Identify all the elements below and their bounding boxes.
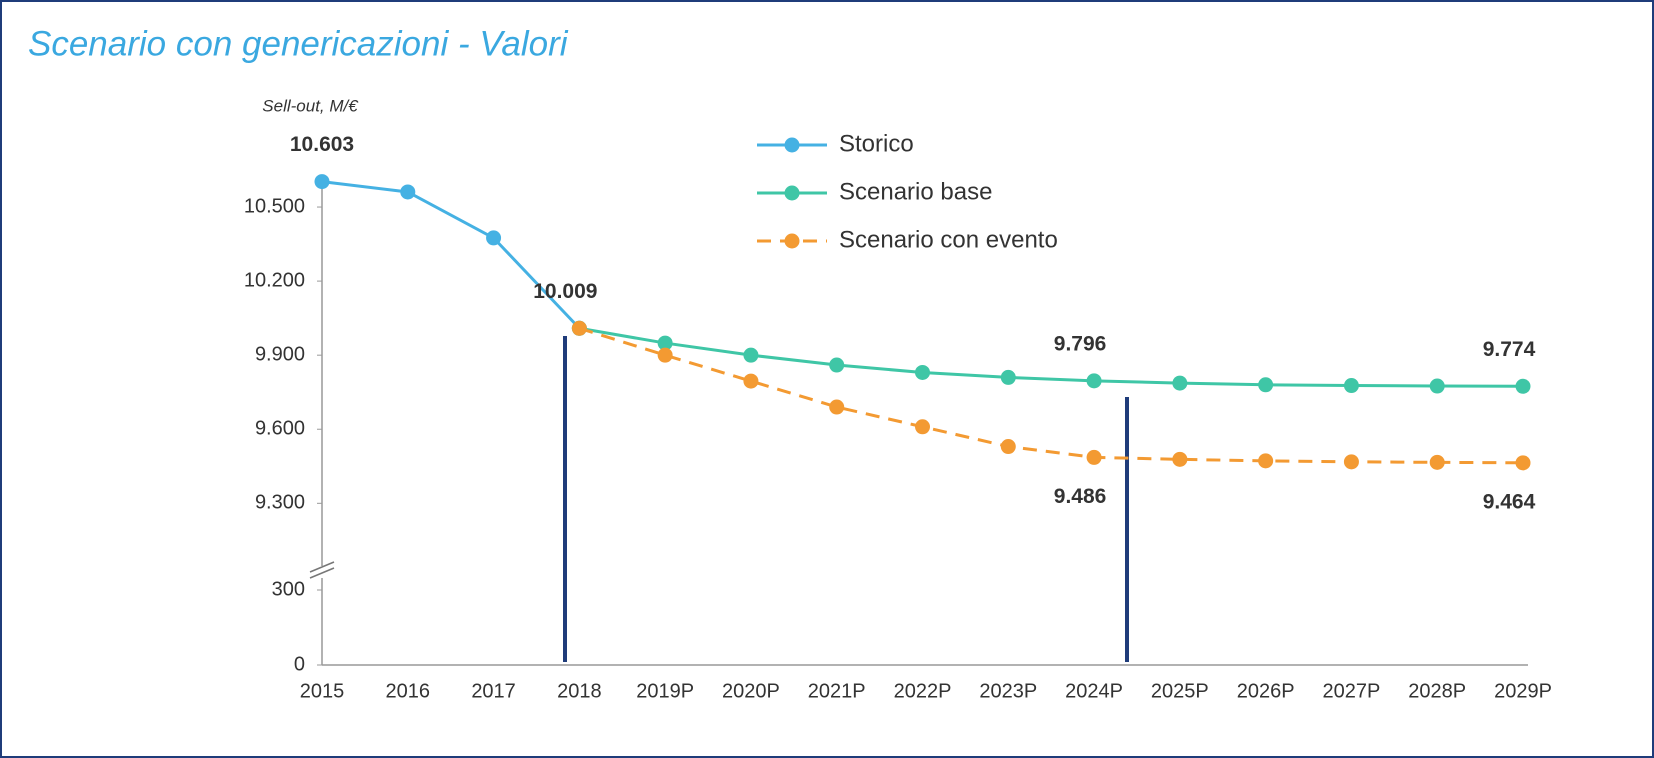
value-label: 10.009 [533,280,597,303]
point [571,320,587,336]
value-label: 10.603 [290,133,354,156]
legend-label: Storico [839,130,914,157]
point [657,335,673,351]
point [1515,455,1531,471]
x-tick-label: 2021P [808,680,866,702]
point [743,373,759,389]
y-tick-label: 0 [294,653,305,675]
point [486,230,502,246]
legend-dot [784,185,800,201]
x-tick-label: 2028P [1408,680,1466,702]
series-line [321,180,581,330]
point [1343,378,1359,394]
legend-dot [784,137,800,153]
point [657,347,673,363]
series-line [578,326,1524,465]
point [915,364,930,380]
x-tick-label: 2026P [1237,680,1295,702]
y-tick-label: 10.500 [244,195,305,217]
value-label: 9.774 [1483,338,1536,361]
series-line [579,326,1524,388]
x-tick-label: 2017 [471,680,516,702]
x-tick-label: 2025P [1151,680,1209,702]
x-tick-label: 2015 [300,680,345,702]
point [1343,454,1359,470]
point [1515,378,1531,394]
y-tick-label: 9.300 [255,492,305,514]
point [829,357,845,373]
x-tick-label: 2022P [894,680,952,702]
x-tick-label: 2016 [386,680,431,702]
x-tick-label: 2018 [557,680,602,702]
point [1429,454,1445,470]
legend-label: Scenario base [839,178,992,205]
point [314,174,330,190]
axis-break [309,561,335,573]
point [1258,453,1274,469]
y-tick-label: 10.200 [244,269,305,291]
point [915,419,930,435]
x-tick-label: 2024P [1065,680,1123,702]
point [1429,378,1445,394]
x-tick-label: 2027P [1323,680,1381,702]
y-axis-label: Sell-out, M/€ [262,96,359,115]
point [829,399,845,415]
point [1086,373,1102,389]
value-label: 9.486 [1054,485,1107,508]
value-label: 9.796 [1054,332,1107,355]
point [1000,439,1016,455]
point [743,347,759,363]
x-tick-label: 2029P [1494,680,1552,702]
legend-label: Scenario con evento [839,226,1058,253]
x-tick-label: 2020P [722,680,780,702]
y-tick-label: 9.900 [255,343,305,365]
x-tick-label: 2023P [979,680,1037,702]
point [1258,377,1274,393]
axis-break [309,567,335,579]
chart-title: Scenario con genericazioni - Valori [28,24,569,63]
point [1172,451,1188,467]
y-tick-label: 300 [272,578,305,600]
point [1000,369,1016,385]
legend-dot [784,233,800,249]
point [1086,449,1102,465]
x-tick-label: 2019P [636,680,694,702]
y-tick-label: 9.600 [255,418,305,440]
value-label: 9.464 [1483,490,1536,513]
point [400,184,416,200]
point [1172,375,1188,391]
